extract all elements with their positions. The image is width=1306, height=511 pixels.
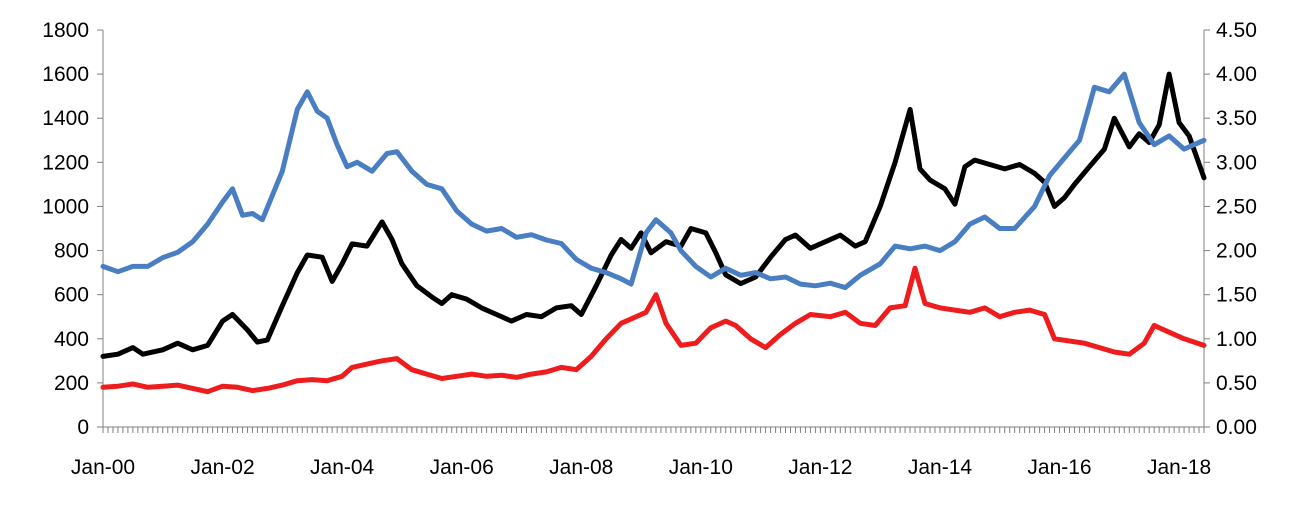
left-y-tick-label: 200 <box>54 372 89 395</box>
x-tick-label: Jan-08 <box>549 456 613 479</box>
x-tick-label: Jan-14 <box>908 456 973 479</box>
x-tick-label: Jan-00 <box>71 456 135 479</box>
right-y-tick-label: 3.50 <box>1216 107 1257 130</box>
right-y-tick-label: 3.00 <box>1216 151 1257 174</box>
right-y-axis-tick-labels: 0.00 0.50 1.00 1.50 2.00 2.50 3.00 3.50 4.00 4.50 <box>1204 19 1257 439</box>
x-tick-label: Jan-06 <box>430 456 494 479</box>
right-y-tick-label: 0.00 <box>1216 416 1257 439</box>
left-y-tick-label: 0 <box>77 416 89 439</box>
x-axis-minor-ticks <box>102 427 1205 433</box>
right-y-tick-label: 0.50 <box>1216 372 1257 395</box>
right-y-tick-label: 1.50 <box>1216 284 1257 307</box>
x-tick-label: Jan-12 <box>788 456 852 479</box>
x-tick-label: Jan-04 <box>310 456 375 479</box>
right-y-tick-label: 4.00 <box>1216 63 1257 86</box>
right-y-tick-label: 4.50 <box>1216 19 1257 42</box>
series-line-1 <box>100 71 1207 359</box>
left-y-tick-label: 1000 <box>42 195 89 218</box>
left-y-tick-label: 400 <box>54 328 89 351</box>
series-line-3 <box>100 265 1207 395</box>
left-y-tick-label: 1600 <box>42 63 89 86</box>
series-line-2 <box>100 71 1207 291</box>
x-axis-tick-labels: Jan-00 Jan-02 Jan-04 Jan-06 Jan-08 Jan-10 Jan-… <box>71 456 1211 479</box>
x-tick-label: Jan-18 <box>1147 456 1211 479</box>
x-tick-label: Jan-16 <box>1027 456 1091 479</box>
left-y-tick-label: 1800 <box>42 19 89 42</box>
left-y-axis-tick-labels: 0 200 400 600 800 1000 1200 1400 1600 1800 <box>42 19 103 439</box>
x-tick-label: Jan-10 <box>669 456 733 479</box>
right-y-tick-label: 2.50 <box>1216 195 1257 218</box>
right-y-tick-label: 2.00 <box>1216 240 1257 263</box>
left-y-tick-label: 600 <box>54 284 89 307</box>
left-y-tick-label: 800 <box>54 240 89 263</box>
x-tick-label: Jan-02 <box>190 456 254 479</box>
left-y-tick-label: 1200 <box>42 151 89 174</box>
right-y-tick-label: 1.00 <box>1216 328 1257 351</box>
series-layer <box>100 71 1207 395</box>
left-y-tick-label: 1400 <box>42 107 89 130</box>
